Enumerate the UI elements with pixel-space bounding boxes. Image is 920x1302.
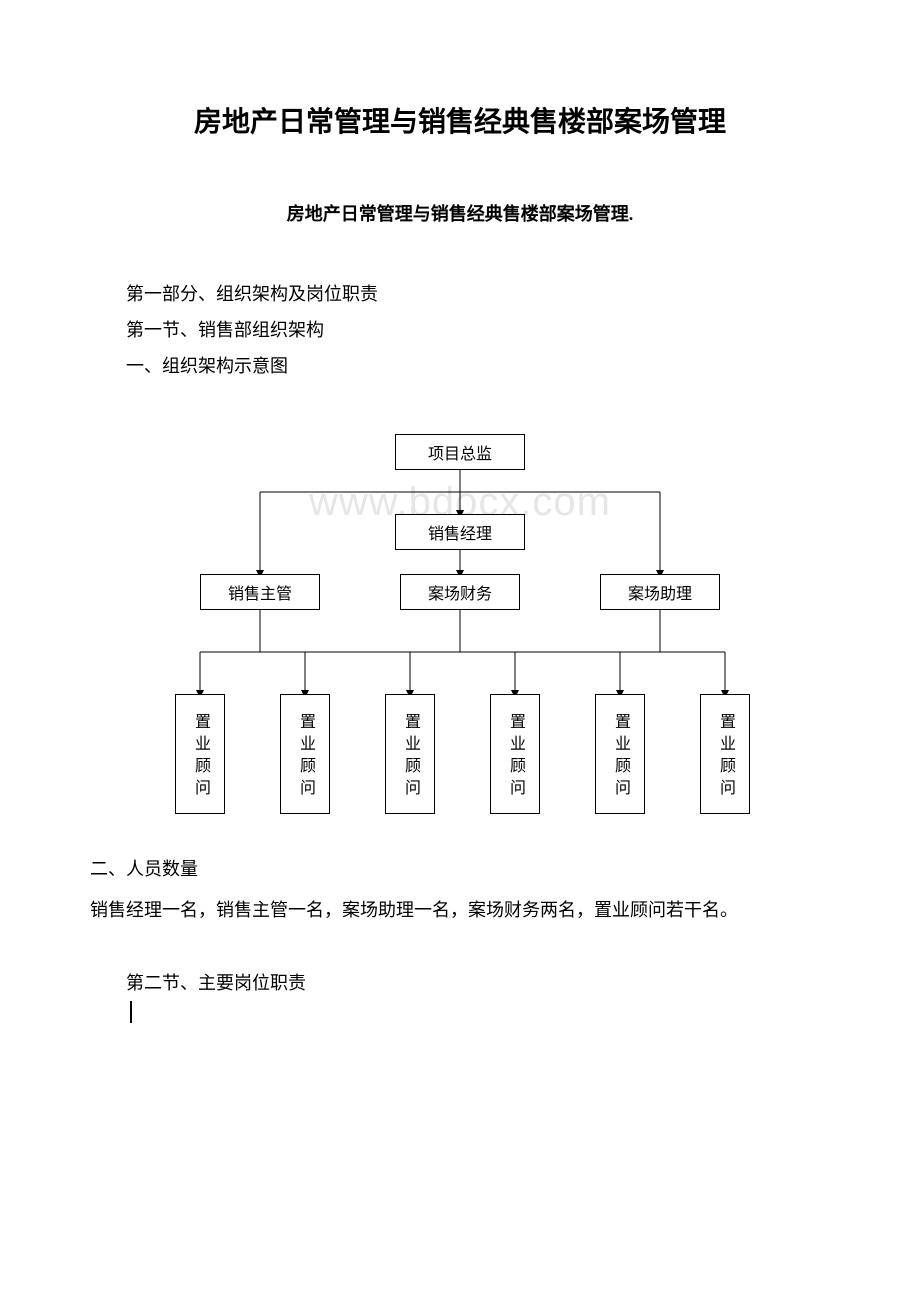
org-node-mgr: 销售经理	[395, 514, 525, 550]
section-1-1-item1: 一、组织架构示意图	[90, 348, 830, 384]
org-node-top: 项目总监	[395, 434, 525, 470]
section-1-1: 第一节、销售部组织架构	[90, 312, 830, 348]
org-node-fin: 案场财务	[400, 574, 520, 610]
org-node-a5: 置业顾问	[595, 694, 645, 814]
org-node-a2: 置业顾问	[280, 694, 330, 814]
section-part-1: 第一部分、组织架构及岗位职责	[90, 276, 830, 312]
sub-title: 房地产日常管理与销售经典售楼部案场管理.	[90, 200, 830, 226]
text-cursor	[90, 1001, 830, 1023]
section-1-2: 第二节、主要岗位职责	[90, 965, 830, 1001]
org-node-ast: 案场助理	[600, 574, 720, 610]
org-chart: www.bdocx.com 项目总监销售经理销售主管案场财务案场助理置业顾问置业…	[140, 434, 780, 824]
org-node-a3: 置业顾问	[385, 694, 435, 814]
section-1-1-item2: 二、人员数量	[90, 854, 830, 885]
org-node-a6: 置业顾问	[700, 694, 750, 814]
staff-description: 销售经理一名，销售主管一名，案场助理一名，案场财务两名，置业顾问若干名。	[90, 895, 830, 926]
org-chart-lines	[140, 434, 780, 824]
page-title: 房地产日常管理与销售经典售楼部案场管理	[90, 100, 830, 140]
org-node-sup: 销售主管	[200, 574, 320, 610]
org-node-a4: 置业顾问	[490, 694, 540, 814]
org-node-a1: 置业顾问	[175, 694, 225, 814]
